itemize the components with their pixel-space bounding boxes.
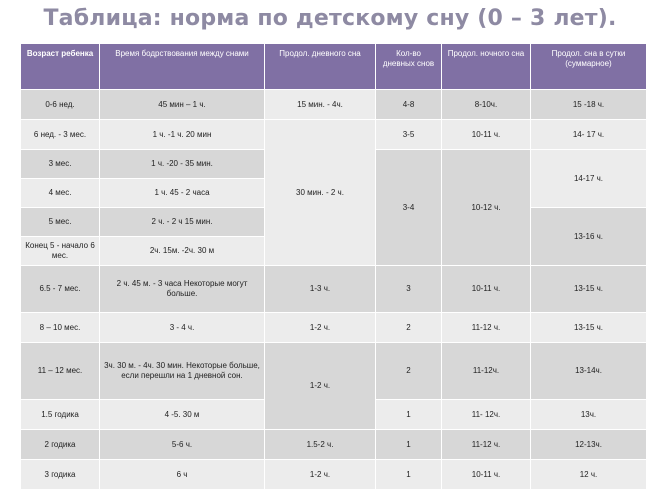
night-sleep-cell: 10-11 ч. <box>441 265 531 313</box>
naps-count-cell: 2 <box>375 312 442 343</box>
total-sleep-cell: 13-15 ч. <box>530 265 647 313</box>
table-row: Конец 5 - начало 6 мес. 2ч. 15м. -2ч. 30… <box>20 236 647 266</box>
column-header-day-sleep: Продол. дневного сна <box>264 43 376 90</box>
naps-count-cell: 3 <box>375 265 442 313</box>
day-sleep-cell: 30 мин. - 2 ч. <box>264 119 376 266</box>
table-row: 5 мес. 2 ч. - 2 ч 15 мин. 13-16 ч. <box>20 207 647 266</box>
total-sleep-cell: 12-13ч. <box>530 429 647 460</box>
column-header-naps-count: Кол-во дневных снов <box>375 43 442 90</box>
night-sleep-cell: 11-12 ч. <box>441 429 531 460</box>
total-sleep-cell: 13-15 ч. <box>530 312 647 343</box>
total-sleep-cell: 13-16 ч. <box>530 207 647 266</box>
naps-count-cell: 1 <box>375 399 442 430</box>
wake-time-cell: 1 ч. -20 - 35 мин. <box>99 149 265 179</box>
naps-count-cell: 1 <box>375 459 442 490</box>
age-cell: 5 мес. <box>20 207 100 237</box>
night-sleep-cell: 11- 12ч. <box>441 399 531 430</box>
age-cell: 11 – 12 мес. <box>20 342 100 400</box>
age-cell: 3 мес. <box>20 149 100 179</box>
wake-time-cell: 3 - 4 ч. <box>99 312 265 343</box>
table-row: 8 – 10 мес. 3 - 4 ч. 1-2 ч. 2 11-12 ч. 1… <box>20 312 647 343</box>
table-row: 2 годика 5-6 ч. 1.5-2 ч. 1 11-12 ч. 12-1… <box>20 429 647 460</box>
naps-count-cell: 2 <box>375 342 442 400</box>
table-row: 6 нед. - 3 мес. 1 ч. -1 ч. 20 мин 30 мин… <box>20 119 647 266</box>
table-row: 6.5 - 7 мес. 2 ч. 45 м. - 3 часа Некотор… <box>20 265 647 313</box>
total-sleep-cell: 15 -18 ч. <box>530 89 647 120</box>
naps-count-cell: 4-8 <box>375 89 442 120</box>
total-sleep-cell: 13ч. <box>530 399 647 430</box>
age-cell: 4 мес. <box>20 178 100 208</box>
age-cell: 2 годика <box>20 429 100 460</box>
total-sleep-cell: 14-17 ч. <box>530 149 647 208</box>
night-sleep-cell: 11-12 ч. <box>441 312 531 343</box>
night-sleep-cell: 11-12ч. <box>441 342 531 400</box>
table-header-row: Возраст ребенка Время бодрствования межд… <box>20 43 647 90</box>
table-row: 0-6 нед. 45 мин – 1 ч. 15 мин. - 4ч. 4-8… <box>20 89 647 120</box>
day-sleep-cell: 1.5-2 ч. <box>264 429 376 460</box>
day-sleep-cell: 1-2 ч. <box>264 312 376 343</box>
table-row: 11 – 12 мес. 3ч. 30 м. - 4ч. 30 мин. Нек… <box>20 342 647 430</box>
night-sleep-cell: 10-11 ч. <box>441 459 531 490</box>
wake-time-cell: 45 мин – 1 ч. <box>99 89 265 120</box>
age-cell: 1.5 годика <box>20 399 100 430</box>
age-cell: 0-6 нед. <box>20 89 100 120</box>
naps-count-cell: 1 <box>375 429 442 460</box>
naps-count-cell: 3-5 <box>375 119 442 150</box>
wake-time-cell: 6 ч <box>99 459 265 490</box>
wake-time-cell: 1 ч. 45 - 2 часа <box>99 178 265 208</box>
day-sleep-cell: 1-2 ч. <box>264 459 376 490</box>
age-cell: 6 нед. - 3 мес. <box>20 119 100 150</box>
naps-count-cell: 3-4 <box>375 149 442 266</box>
total-sleep-cell: 13-14ч. <box>530 342 647 400</box>
day-sleep-cell: 1-3 ч. <box>264 265 376 313</box>
wake-time-cell: 4 -5. 30 м <box>99 399 265 430</box>
wake-time-cell: 5-6 ч. <box>99 429 265 460</box>
day-sleep-cell: 15 мин. - 4ч. <box>264 89 376 120</box>
night-sleep-cell: 10-11 ч. <box>441 119 531 150</box>
wake-time-cell: 2ч. 15м. -2ч. 30 м <box>99 236 265 266</box>
wake-time-cell: 2 ч. - 2 ч 15 мин. <box>99 207 265 237</box>
column-header-total-sleep: Продол. сна в сутки (суммарное) <box>530 43 647 90</box>
table-row: 4 мес. 1 ч. 45 - 2 часа <box>20 178 647 208</box>
night-sleep-cell: 8-10ч. <box>441 89 531 120</box>
page-title: Таблица: норма по детскому сну (0 – 3 ле… <box>43 6 617 31</box>
sleep-norms-table: Возраст ребенка Время бодрствования межд… <box>20 43 647 490</box>
age-cell: Конец 5 - начало 6 мес. <box>20 236 100 266</box>
age-cell: 8 – 10 мес. <box>20 312 100 343</box>
night-sleep-cell: 10-12 ч. <box>441 149 531 266</box>
table-row: 3 мес. 1 ч. -20 - 35 мин. 3-4 10-12 ч. 1… <box>20 149 647 266</box>
wake-time-cell: 3ч. 30 м. - 4ч. 30 мин. Некоторые больше… <box>99 342 265 400</box>
column-header-wake-time: Время бодрствования между снами <box>99 43 265 90</box>
age-cell: 3 годика <box>20 459 100 490</box>
wake-time-cell: 2 ч. 45 м. - 3 часа Некоторые могут боль… <box>99 265 265 313</box>
wake-time-cell: 1 ч. -1 ч. 20 мин <box>99 119 265 150</box>
table-row: 3 годика 6 ч 1-2 ч. 1 10-11 ч. 12 ч. <box>20 459 647 490</box>
column-header-age: Возраст ребенка <box>20 43 100 90</box>
total-sleep-cell: 14- 17 ч. <box>530 119 647 150</box>
age-cell: 6.5 - 7 мес. <box>20 265 100 313</box>
day-sleep-cell: 1-2 ч. <box>264 342 376 430</box>
column-header-night-sleep: Продол. ночного сна <box>441 43 531 90</box>
total-sleep-cell: 12 ч. <box>530 459 647 490</box>
